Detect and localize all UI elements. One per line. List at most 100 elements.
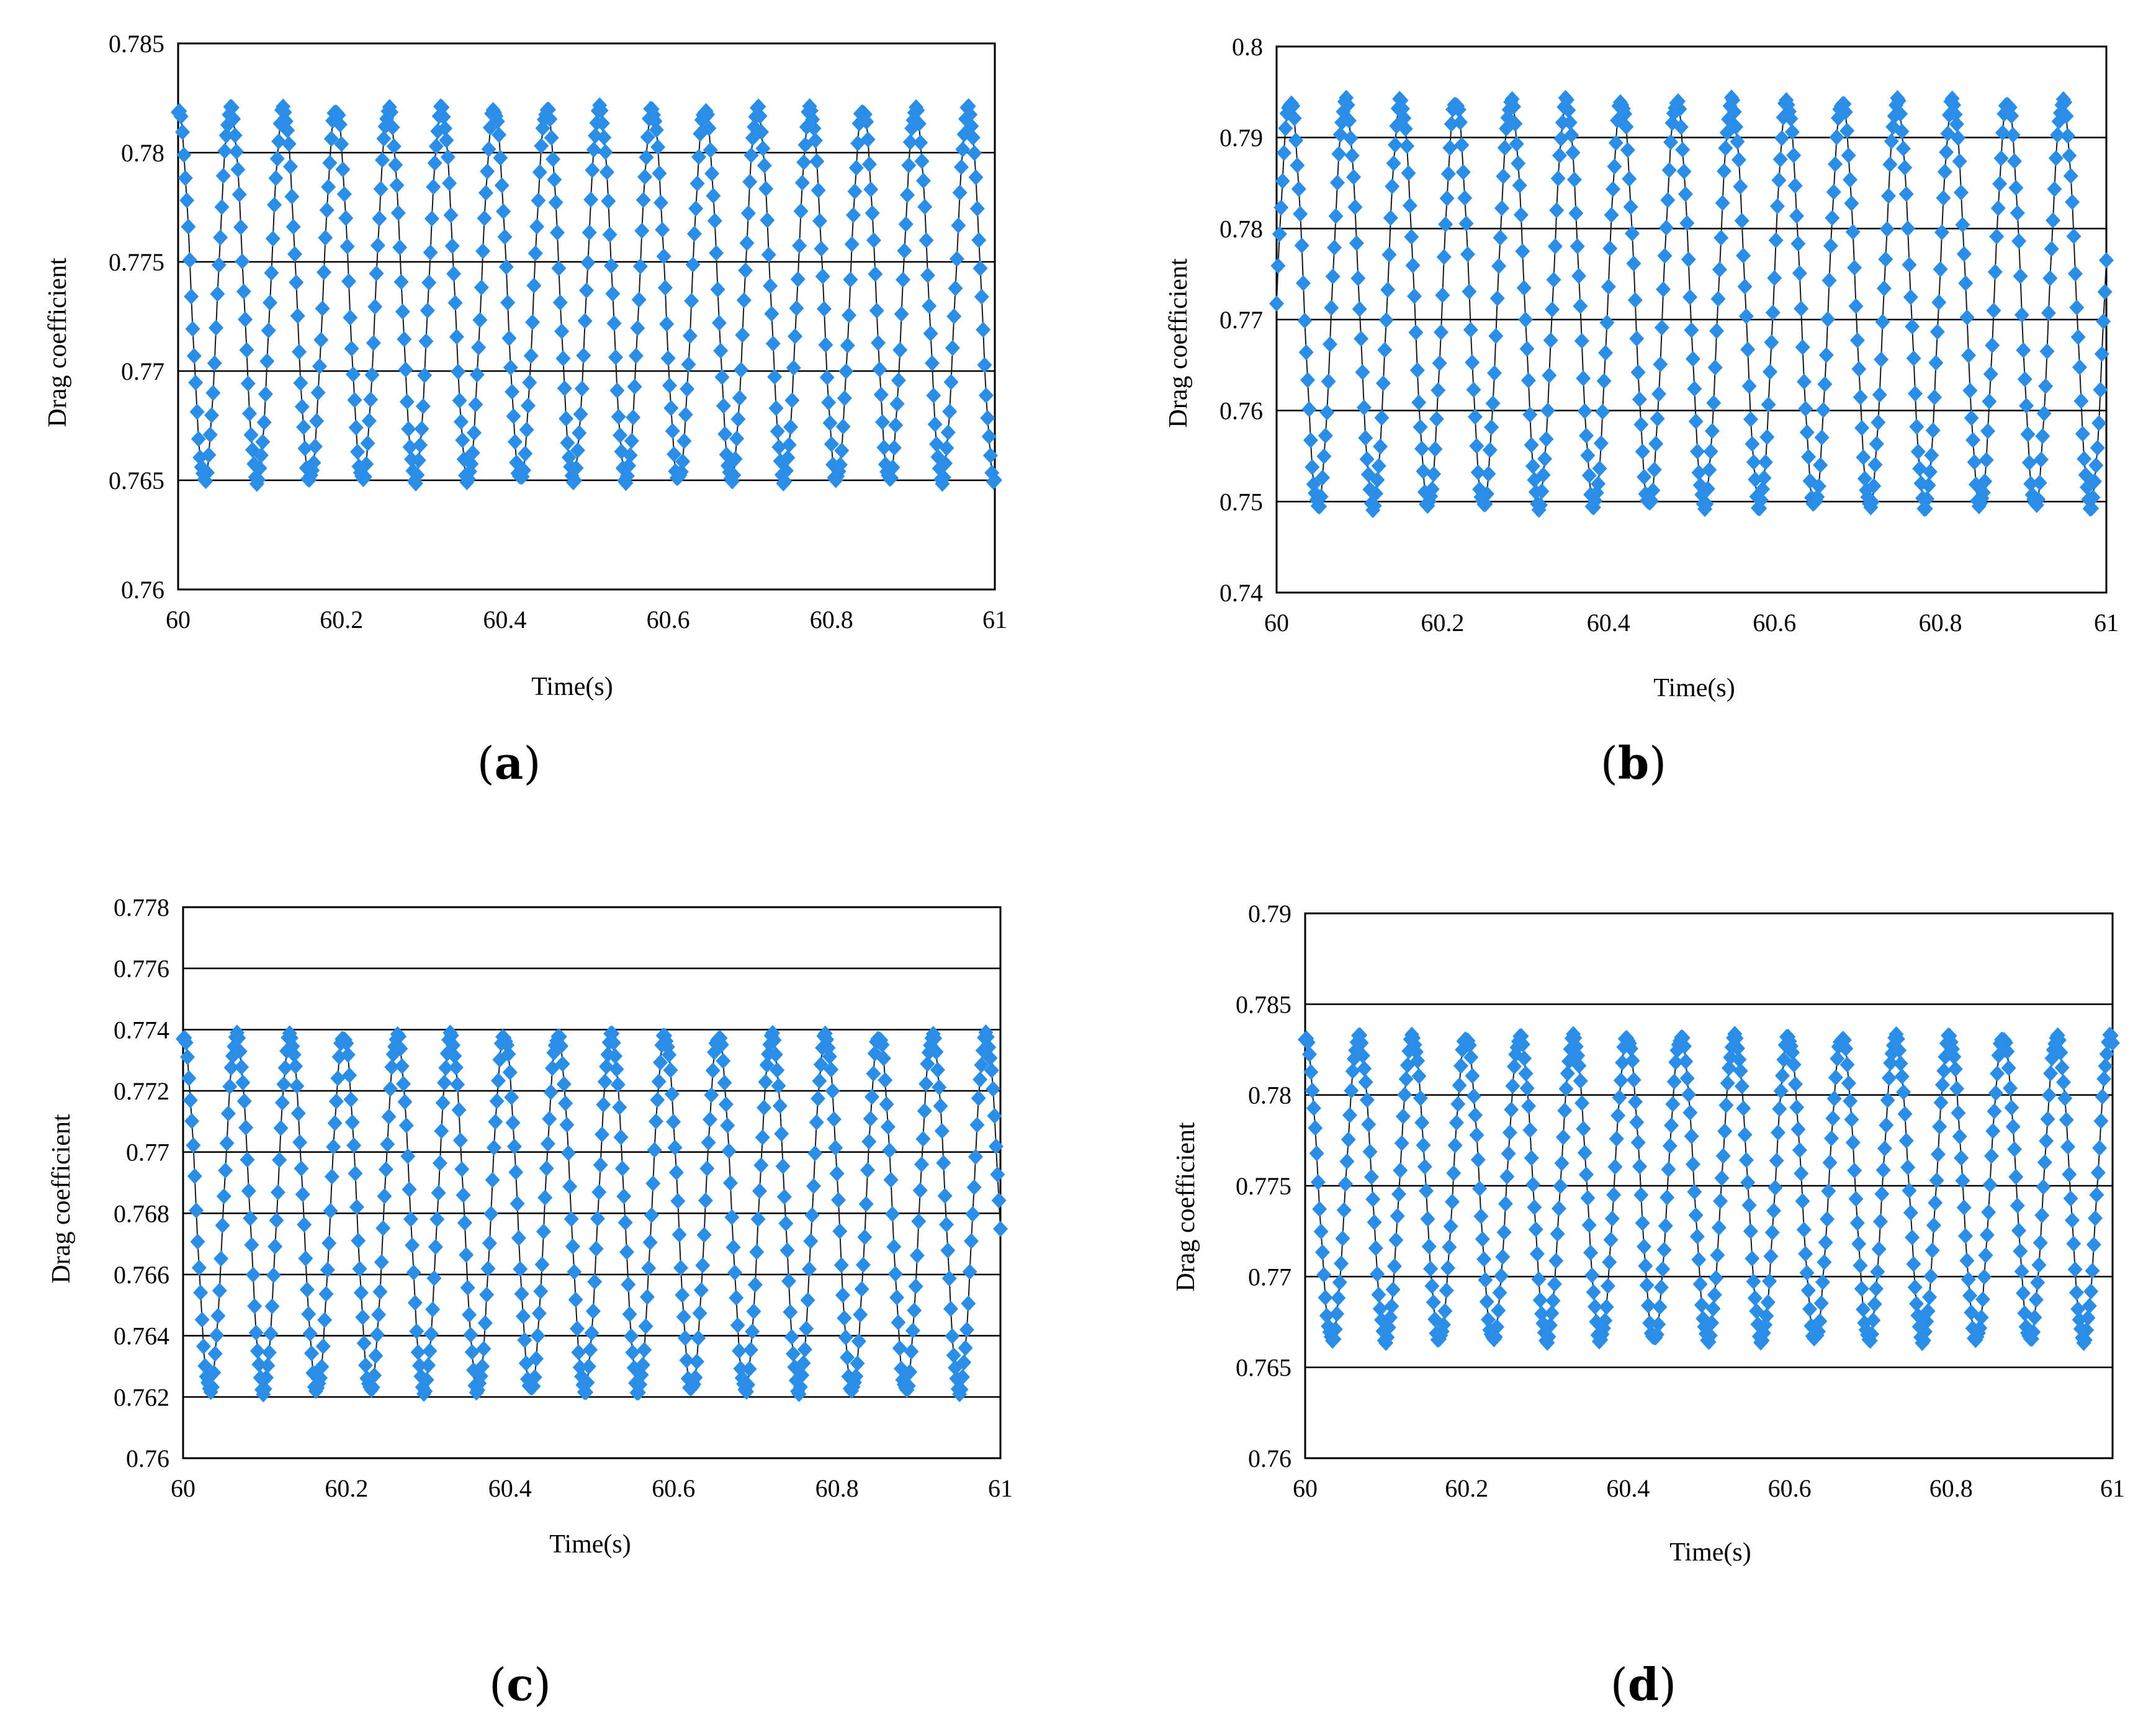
data-point (1574, 1095, 1590, 1111)
data-point (2035, 428, 2050, 444)
data-point (272, 1152, 287, 1168)
data-point (1688, 1207, 1704, 1224)
data-point (707, 212, 722, 229)
data-point (990, 1166, 1005, 1183)
data-point (1756, 470, 1772, 486)
data-point (281, 135, 297, 152)
data-point (411, 452, 426, 468)
data-point (701, 1134, 716, 1151)
data-point (743, 1342, 758, 1358)
data-point (934, 1122, 950, 1139)
data-point (1925, 422, 1941, 439)
data-point (263, 294, 277, 311)
x-tick-label: 60.4 (1587, 609, 1630, 637)
data-point (732, 390, 747, 406)
data-point (940, 424, 956, 441)
data-point (967, 145, 982, 161)
data-point (631, 292, 647, 308)
data-point (521, 397, 536, 414)
data-point (1849, 1215, 1865, 1231)
data-point (2056, 1074, 2071, 1091)
y-tick-label: 0.8 (1232, 33, 1263, 61)
data-point (238, 311, 253, 328)
data-point (743, 147, 759, 164)
data-point (2014, 307, 2029, 323)
data-point (858, 1196, 874, 1212)
panel-caption-d: (d) (1610, 1658, 1677, 1711)
data-point (182, 1092, 198, 1109)
data-point (294, 398, 310, 415)
data-point (451, 364, 466, 380)
data-point (1555, 1129, 1571, 1145)
data-point (771, 439, 787, 455)
data-point (550, 224, 565, 241)
data-point (976, 321, 991, 338)
data-point (546, 151, 560, 168)
data-point (1432, 355, 1447, 372)
data-point (1894, 1068, 1910, 1085)
data-point (253, 447, 269, 464)
data-point (274, 1095, 290, 1111)
data-point (835, 1287, 850, 1304)
data-point (452, 1132, 468, 1149)
data-point (2057, 1090, 2073, 1106)
data-point (885, 459, 901, 476)
data-point (747, 1276, 763, 1293)
data-point (925, 355, 940, 372)
data-point (256, 414, 272, 431)
x-tick-label: 60 (166, 606, 191, 634)
data-point (251, 1356, 267, 1373)
data-point (1491, 1302, 1506, 1319)
data-point (1986, 302, 2001, 319)
data-point (496, 203, 511, 220)
data-point (639, 1289, 655, 1306)
data-point (860, 131, 876, 148)
data-point (932, 1079, 947, 1096)
data-point (1918, 1324, 1933, 1340)
data-point (1383, 210, 1398, 226)
data-point (435, 1095, 451, 1111)
data-point (681, 356, 696, 373)
data-point (2005, 1118, 2021, 1135)
y-tick-label: 0.76 (1248, 1445, 1291, 1472)
data-point (1745, 1250, 1760, 1267)
data-point (1583, 1244, 1598, 1261)
data-point (2067, 1261, 2083, 1278)
data-point (946, 308, 962, 325)
data-point (288, 1058, 303, 1075)
data-point (639, 149, 654, 166)
data-point (951, 217, 966, 234)
data-point (1416, 1137, 1431, 1154)
data-point (438, 1060, 454, 1076)
data-point (568, 460, 584, 477)
data-point (1675, 141, 1691, 158)
data-point (1342, 112, 1357, 129)
data-point (1732, 1051, 1747, 1068)
data-point (1760, 1294, 1776, 1311)
data-point (210, 1307, 226, 1324)
data-point (1291, 181, 1306, 197)
data-point (1466, 382, 1481, 398)
data-point (210, 285, 225, 302)
data-point (1798, 400, 1813, 417)
data-point (1640, 1297, 1656, 1314)
data-point (797, 1341, 812, 1358)
data-point (2067, 266, 2083, 282)
data-point (351, 1232, 366, 1249)
data-point (1553, 1178, 1568, 1194)
data-point (703, 1111, 717, 1128)
data-point (264, 1298, 280, 1315)
data-point (266, 1267, 281, 1284)
data-point (891, 1314, 906, 1331)
data-point (2105, 1034, 2120, 1051)
data-point (1354, 330, 1369, 347)
data-point (649, 1113, 663, 1130)
data-point (1955, 217, 1970, 233)
data-point (438, 120, 452, 137)
data-point (1370, 1266, 1385, 1283)
data-point (704, 165, 720, 182)
data-point (1856, 449, 1871, 465)
data-point (1789, 1099, 1805, 1116)
data-point (1367, 498, 1382, 514)
data-point (1681, 1087, 1696, 1103)
